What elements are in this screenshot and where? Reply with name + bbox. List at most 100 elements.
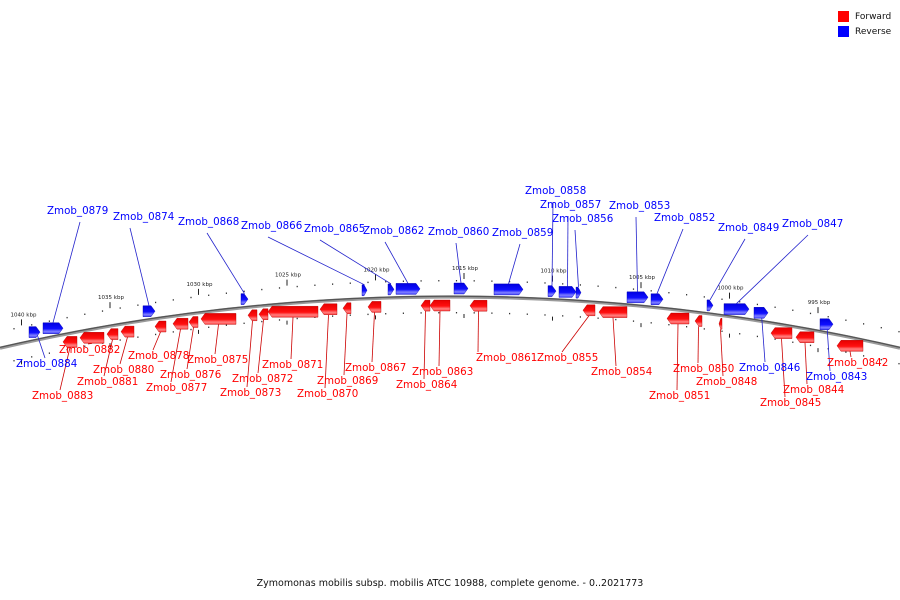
gene-label[interactable]: Zmob_0884 — [16, 358, 77, 370]
gene-zmob-0864[interactable] — [420, 299, 431, 312]
gene-zmob-0851[interactable] — [666, 312, 690, 325]
gene-label[interactable]: Zmob_0846 — [739, 362, 800, 374]
gene-zmob-0884[interactable] — [28, 326, 41, 338]
gene-zmob-0842[interactable] — [836, 340, 864, 352]
gene-label[interactable]: Zmob_0850 — [673, 363, 734, 375]
gene-label[interactable]: Zmob_0872 — [232, 373, 293, 385]
minor-tick — [332, 315, 334, 317]
gene-label[interactable]: Zmob_0881 — [77, 376, 138, 388]
gene-zmob-0852[interactable] — [650, 293, 664, 305]
gene-zmob-0862[interactable] — [395, 283, 421, 295]
gene-zmob-0843[interactable] — [819, 318, 834, 330]
gene-label[interactable]: Zmob_0851 — [649, 390, 710, 402]
leader-line — [119, 336, 128, 365]
gene-zmob-0847[interactable] — [723, 303, 750, 315]
gene-zmob-0845[interactable] — [770, 327, 793, 339]
minor-tick — [119, 339, 121, 341]
gene-label[interactable]: Zmob_0880 — [93, 364, 154, 376]
gene-label[interactable]: Zmob_0848 — [696, 376, 757, 388]
gene-label[interactable]: Zmob_0865 — [304, 223, 365, 235]
minor-tick — [845, 351, 847, 353]
gene-label[interactable]: Zmob_0849 — [718, 222, 779, 234]
gene-zmob-0877[interactable] — [172, 318, 189, 330]
gene-label[interactable]: Zmob_0855 — [537, 352, 598, 364]
gene-label[interactable]: Zmob_0854 — [591, 366, 652, 378]
gene-label[interactable]: Zmob_0877 — [146, 382, 207, 394]
gene-zmob-0860[interactable] — [453, 282, 469, 295]
gene-label[interactable]: Zmob_0845 — [760, 397, 821, 409]
minor-tick — [261, 320, 263, 323]
gene-zmob-0871[interactable] — [267, 306, 319, 318]
gene-zmob-0855[interactable] — [582, 304, 596, 316]
gene-zmob-0848[interactable] — [718, 318, 723, 330]
gene-features — [28, 282, 864, 352]
gene-zmob-0876[interactable] — [188, 316, 199, 328]
gene-label[interactable]: Zmob_0866 — [241, 220, 302, 232]
gene-zmob-0869[interactable] — [342, 302, 352, 314]
gene-label[interactable]: Zmob_0879 — [47, 205, 108, 217]
gene-label[interactable]: Zmob_0858 — [525, 185, 586, 197]
gene-zmob-0867[interactable] — [367, 301, 382, 313]
gene-label[interactable]: Zmob_0870 — [297, 388, 358, 400]
gene-zmob-0879[interactable] — [42, 322, 64, 334]
gene-zmob-0878[interactable] — [154, 320, 167, 333]
gene-zmob-0849[interactable] — [706, 299, 714, 312]
gene-zmob-0870[interactable] — [319, 303, 338, 315]
gene-zmob-0875[interactable] — [200, 313, 237, 325]
gene-zmob-0856[interactable] — [575, 286, 582, 299]
gene-zmob-0846[interactable] — [753, 307, 769, 319]
gene-zmob-0853[interactable] — [626, 291, 649, 303]
gene-label[interactable]: Zmob_0844 — [783, 384, 844, 396]
gene-label[interactable]: Zmob_0847 — [782, 218, 843, 230]
gene-label[interactable]: Zmob_0862 — [363, 225, 424, 237]
leader-line — [206, 232, 245, 294]
gene-zmob-0866[interactable] — [361, 284, 368, 296]
gene-label[interactable]: Zmob_0876 — [160, 369, 221, 381]
gene-zmob-0872[interactable] — [258, 308, 269, 320]
gene-label[interactable]: Zmob_0871 — [262, 359, 323, 371]
gene-label[interactable]: Zmob_0842 — [827, 357, 888, 369]
gene-label[interactable]: Zmob_0882 — [59, 344, 120, 356]
gene-label[interactable]: Zmob_0852 — [654, 212, 715, 224]
gene-label[interactable]: Zmob_0873 — [220, 387, 281, 399]
gene-zmob-0874[interactable] — [142, 305, 156, 317]
gene-label[interactable]: Zmob_0856 — [552, 213, 613, 225]
gene-label[interactable]: Zmob_0859 — [492, 227, 553, 239]
gene-zmob-0881[interactable] — [106, 328, 119, 340]
gene-zmob-0861[interactable] — [469, 300, 488, 312]
gene-zmob-0868[interactable] — [240, 293, 249, 305]
gene-label[interactable]: Zmob_0874 — [113, 211, 174, 223]
leader-line — [423, 311, 426, 380]
gene-label[interactable]: Zmob_0861 — [476, 352, 537, 364]
gene-zmob-0882[interactable] — [79, 332, 105, 344]
gene-zmob-0859[interactable] — [493, 283, 524, 296]
gene-label[interactable]: Zmob_0863 — [412, 366, 473, 378]
gene-zmob-0858[interactable] — [547, 285, 557, 297]
gene-label[interactable]: Zmob_0875 — [187, 354, 248, 366]
minor-tick — [225, 324, 227, 326]
minor-tick — [686, 326, 688, 328]
gene-zmob-0880[interactable] — [120, 325, 135, 338]
gene-label[interactable]: Zmob_0883 — [32, 390, 93, 402]
gene-label[interactable]: Zmob_0868 — [178, 216, 239, 228]
gene-zmob-0863[interactable] — [429, 299, 451, 312]
gene-label[interactable]: Zmob_0853 — [609, 200, 670, 212]
gene-zmob-0873[interactable] — [247, 309, 258, 321]
legend: Forward Reverse — [838, 9, 891, 39]
gene-label[interactable]: Zmob_0857 — [540, 199, 601, 211]
gene-zmob-0865[interactable] — [387, 283, 395, 296]
gene-zmob-0883[interactable] — [62, 336, 78, 348]
gene-label[interactable]: Zmob_0864 — [396, 379, 457, 391]
gene-label[interactable]: Zmob_0869 — [317, 375, 378, 387]
backbone-line — [0, 295, 900, 349]
minor-tick — [84, 345, 86, 347]
gene-label[interactable]: Zmob_0878 — [128, 350, 189, 362]
minor-tick — [703, 328, 705, 330]
gene-zmob-0850[interactable] — [694, 315, 703, 327]
gene-label[interactable]: Zmob_0867 — [345, 362, 406, 374]
gene-zmob-0857[interactable] — [558, 286, 577, 298]
gene-label[interactable]: Zmob_0860 — [428, 226, 489, 238]
gene-label[interactable]: Zmob_0843 — [806, 371, 867, 383]
gene-zmob-0854[interactable] — [598, 306, 628, 318]
gene-zmob-0844[interactable] — [795, 331, 815, 343]
